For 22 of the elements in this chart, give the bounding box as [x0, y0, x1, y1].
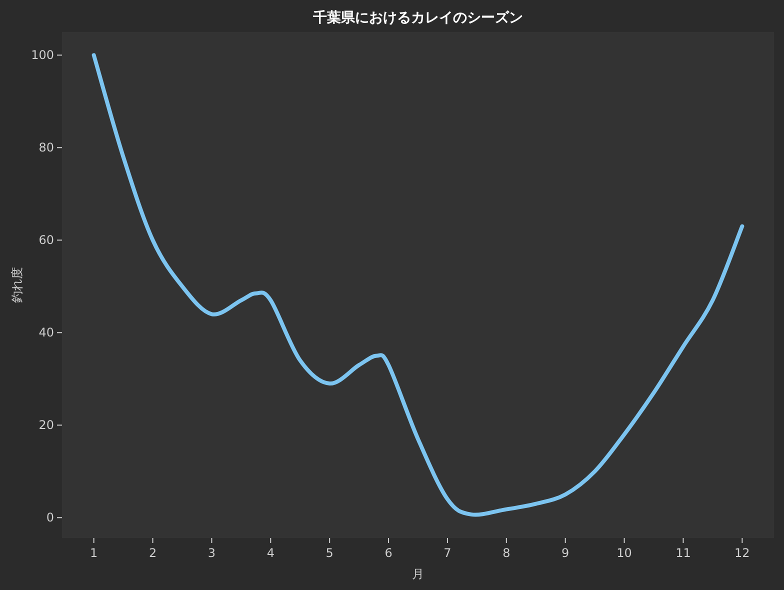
x-tick-label: 12: [734, 546, 750, 560]
x-tick-label: 2: [148, 546, 157, 560]
y-axis-title: 釣れ度: [10, 267, 24, 303]
y-tick-label: 40: [38, 326, 54, 340]
x-tick-label: 7: [444, 546, 452, 560]
x-tick-label: 5: [326, 546, 334, 560]
y-tick-label: 0: [46, 510, 54, 525]
x-tick-label: 6: [384, 546, 392, 560]
x-tick-label: 11: [676, 546, 691, 560]
x-tick-label: 3: [208, 546, 216, 560]
y-tick-label: 60: [38, 233, 54, 248]
y-tick-label: 20: [38, 418, 54, 432]
x-tick-label: 8: [502, 546, 510, 560]
line-series: [92, 53, 744, 517]
x-tick-label: 4: [266, 546, 274, 560]
x-axis-title: 月: [412, 567, 424, 581]
chart-title: 千葉県におけるカレイのシーズン: [312, 9, 523, 26]
y-tick-label: 100: [31, 48, 54, 62]
y-tick-label: 80: [38, 140, 54, 155]
x-tick-label: 1: [90, 546, 98, 560]
x-tick-label: 10: [616, 546, 632, 560]
x-tick-label: 9: [562, 546, 570, 560]
